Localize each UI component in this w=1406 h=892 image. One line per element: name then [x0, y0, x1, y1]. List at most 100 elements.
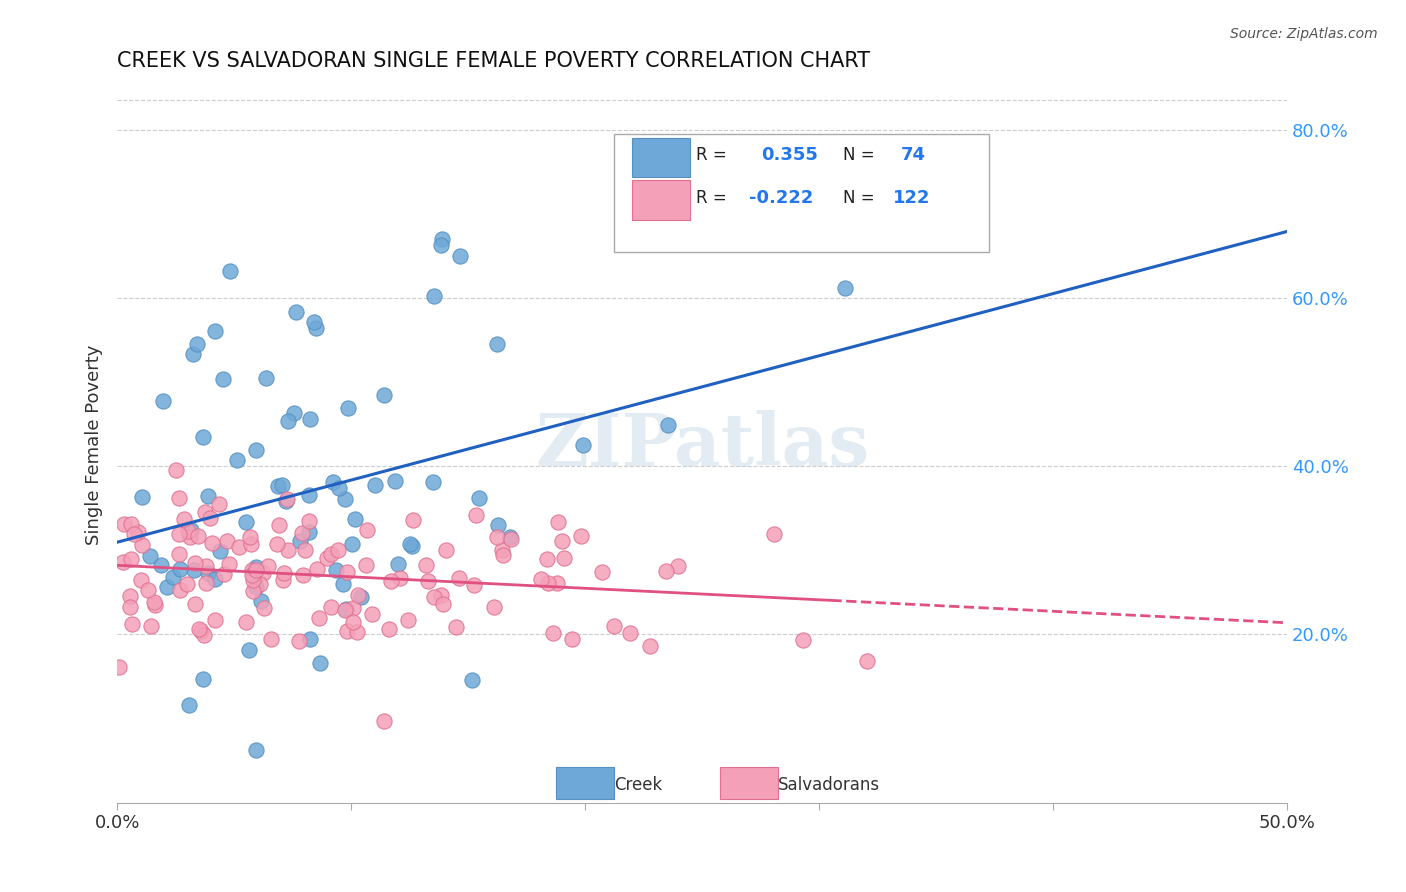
Text: R =: R =	[696, 146, 727, 164]
Point	[156, 581, 179, 595]
Point	[319, 599, 342, 614]
Point	[253, 601, 276, 615]
Point	[245, 742, 267, 756]
Point	[276, 491, 298, 506]
FancyBboxPatch shape	[631, 137, 690, 177]
Point	[666, 558, 689, 573]
Point	[238, 643, 260, 657]
Point	[129, 573, 152, 587]
Point	[176, 577, 198, 591]
Point	[138, 549, 160, 563]
Point	[464, 508, 486, 523]
Point	[546, 575, 568, 590]
Point	[356, 558, 378, 572]
Point	[356, 524, 378, 538]
Point	[553, 551, 575, 566]
Point	[180, 523, 202, 537]
FancyBboxPatch shape	[720, 767, 778, 799]
Point	[152, 393, 174, 408]
Point	[401, 513, 423, 527]
Point	[307, 562, 329, 576]
FancyBboxPatch shape	[555, 767, 614, 799]
Point	[250, 594, 273, 608]
Point	[328, 481, 350, 495]
Point	[193, 628, 215, 642]
Point	[401, 539, 423, 553]
Point	[486, 337, 509, 351]
Text: R =: R =	[696, 189, 727, 207]
Point	[242, 573, 264, 587]
Point	[176, 524, 198, 538]
Point	[491, 542, 513, 557]
Point	[309, 656, 332, 670]
Point	[325, 564, 347, 578]
Point	[183, 563, 205, 577]
Point	[350, 591, 373, 605]
Point	[271, 573, 294, 587]
Point	[460, 673, 482, 687]
Point	[150, 558, 173, 573]
Point	[277, 414, 299, 428]
Point	[127, 524, 149, 539]
Point	[118, 590, 141, 604]
Point	[111, 555, 134, 569]
Point	[340, 537, 363, 551]
Point	[373, 714, 395, 728]
Point	[197, 566, 219, 580]
Point	[260, 632, 283, 646]
Point	[273, 566, 295, 581]
Point	[212, 372, 235, 386]
Point	[240, 563, 263, 577]
Text: Salvadorans: Salvadorans	[778, 776, 880, 794]
Point	[143, 599, 166, 613]
Point	[204, 572, 226, 586]
Point	[305, 321, 328, 335]
Point	[245, 560, 267, 574]
Point	[501, 532, 523, 546]
Point	[191, 430, 214, 444]
Text: -0.222: -0.222	[749, 189, 813, 207]
Point	[360, 607, 382, 621]
Point	[143, 595, 166, 609]
Point	[169, 562, 191, 576]
Point	[335, 492, 357, 507]
Point	[298, 488, 321, 502]
Point	[447, 570, 470, 584]
Point	[422, 475, 444, 489]
Point	[492, 549, 515, 563]
Point	[195, 559, 218, 574]
Point	[266, 479, 288, 493]
Point	[240, 568, 263, 582]
Point	[212, 566, 235, 581]
Point	[121, 617, 143, 632]
Point	[333, 603, 356, 617]
Point	[336, 566, 359, 580]
Point	[208, 497, 231, 511]
Point	[169, 582, 191, 597]
Point	[319, 547, 342, 561]
Point	[245, 443, 267, 458]
Point	[217, 533, 239, 548]
Point	[239, 530, 262, 544]
Point	[191, 672, 214, 686]
Point	[112, 516, 135, 531]
Point	[277, 543, 299, 558]
Point	[430, 232, 453, 246]
Point	[463, 578, 485, 592]
Point	[120, 600, 142, 615]
Point	[245, 581, 267, 595]
Point	[430, 588, 453, 602]
Point	[530, 573, 553, 587]
Point	[485, 530, 508, 544]
Point	[240, 537, 263, 551]
Point	[342, 615, 364, 629]
Point	[537, 576, 560, 591]
Point	[131, 490, 153, 504]
Point	[336, 401, 359, 416]
Point	[298, 524, 321, 539]
Point	[561, 632, 583, 646]
Point	[299, 412, 322, 426]
Point	[122, 527, 145, 541]
Text: Creek: Creek	[614, 776, 662, 794]
Point	[136, 582, 159, 597]
